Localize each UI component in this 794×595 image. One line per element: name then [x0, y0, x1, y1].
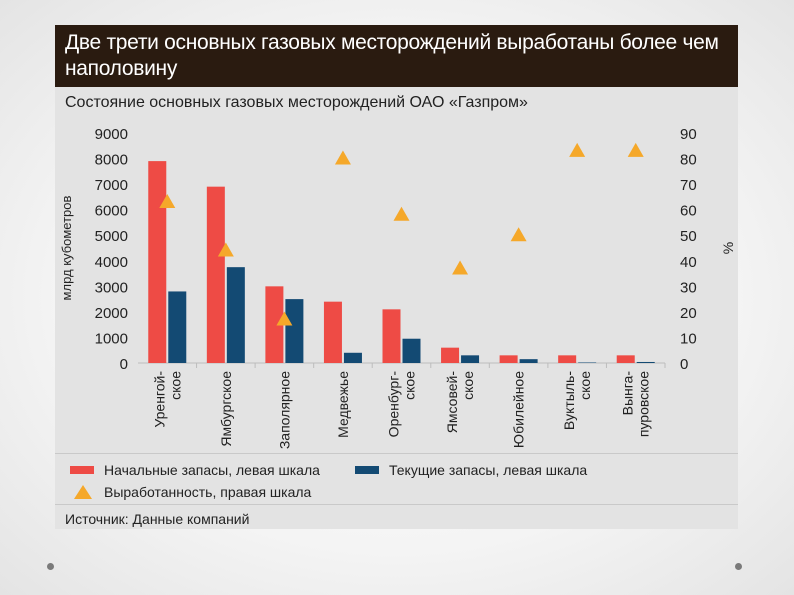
y2-tick-label: 20	[680, 305, 697, 322]
category-label-line: Вуктыль-	[561, 371, 577, 430]
y-tick-label: 5000	[95, 228, 128, 245]
category-label-line: ское	[167, 371, 183, 400]
y2-tick-label: 40	[680, 254, 697, 271]
chart: Состояние основных газовых месторождений…	[59, 94, 736, 449]
slide-dot-right	[735, 563, 742, 570]
bar-current	[519, 359, 538, 363]
y-tick-label: 4000	[95, 254, 128, 271]
category-label-line: Уренгой-	[151, 371, 167, 428]
bar-current	[343, 352, 362, 363]
y-tick-label: 0	[120, 356, 128, 373]
category-label-line: Медвежье	[335, 371, 351, 438]
category-label-line: Юбилейное	[511, 371, 527, 448]
y2-tick-label: 30	[680, 279, 697, 296]
y-tick-label: 7000	[95, 177, 128, 194]
legend-label-initial: Начальные запасы, левая шкала	[104, 462, 320, 478]
depletion-marker	[627, 142, 644, 157]
bar-current	[285, 299, 304, 363]
y-tick-label: 3000	[95, 279, 128, 296]
y2-tick-label: 10	[680, 330, 697, 347]
source-note: Источник: Данные компаний	[65, 511, 250, 527]
legend-swatch-initial	[70, 466, 94, 474]
category-label: Ямбургское	[218, 371, 234, 447]
bar-current	[402, 338, 421, 363]
y2-tick-label: 70	[680, 177, 697, 194]
bar-current	[168, 291, 187, 363]
legend-item-current: Текущие запасы, левая шкала	[355, 462, 587, 478]
legend-triangle-icon	[74, 485, 92, 499]
y2-tick-label: 90	[680, 126, 697, 143]
y-tick-label: 6000	[95, 203, 128, 220]
y2-tick-label: 60	[680, 203, 697, 220]
legend-item-depletion: Выработанность, правая шкала	[70, 484, 311, 500]
depletion-marker	[393, 206, 410, 221]
chart-title: Состояние основных газовых месторождений…	[65, 94, 528, 111]
category-label: Юбилейное	[511, 371, 527, 448]
bar-initial	[499, 355, 518, 363]
y2-tick-label: 0	[680, 356, 688, 373]
category-label-line: Оренбург-	[386, 371, 402, 438]
legend-item-initial: Начальные запасы, левая шкала	[70, 462, 320, 478]
category-label: Ямсовей-ское	[444, 371, 476, 434]
bar-current	[636, 361, 655, 363]
legend-label-current: Текущие запасы, левая шкала	[389, 462, 588, 478]
depletion-marker	[217, 242, 234, 257]
bar-current	[461, 355, 480, 363]
legend: Начальные запасы, левая шкала Текущие за…	[55, 453, 738, 505]
y2-tick-label: 50	[680, 228, 697, 245]
category-label-line: Ямбургское	[218, 371, 234, 447]
y-tick-label: 9000	[95, 126, 128, 143]
slide-dot-left	[47, 563, 54, 570]
category-label-line: Вынга-	[620, 371, 636, 416]
bar-initial	[206, 186, 225, 363]
chart-panel: Две трети основных газовых месторождений…	[55, 25, 738, 529]
bar-current	[578, 362, 597, 363]
depletion-marker	[569, 142, 586, 157]
slide-title: Две трети основных газовых месторождений…	[55, 25, 738, 87]
category-label-line: пуровское	[636, 371, 652, 437]
depletion-marker	[452, 260, 469, 275]
category-label: Вынга-пуровское	[620, 371, 652, 437]
bar-initial	[441, 347, 460, 363]
legend-label-depletion: Выработанность, правая шкала	[104, 484, 312, 500]
bar-initial	[323, 301, 342, 363]
bar-initial	[265, 286, 284, 363]
category-label: Вуктыль-ское	[561, 371, 593, 430]
bar-initial	[616, 355, 635, 363]
category-label-line: Заполярное	[276, 371, 292, 449]
bar-current	[226, 267, 245, 363]
legend-swatch-current	[355, 466, 379, 474]
y-tick-label: 1000	[95, 330, 128, 347]
depletion-marker	[276, 311, 293, 326]
category-label-line: ское	[402, 371, 418, 400]
category-label: Оренбург-ское	[386, 371, 418, 438]
category-label: Медвежье	[335, 371, 351, 438]
bar-initial	[558, 355, 577, 363]
y-axis-label: млрд кубометров	[59, 195, 74, 300]
y2-tick-label: 80	[680, 152, 697, 169]
y2-axis-label: %	[720, 242, 736, 254]
category-label: Заполярное	[276, 371, 292, 449]
y-tick-label: 8000	[95, 152, 128, 169]
y-tick-label: 2000	[95, 305, 128, 322]
bar-initial	[382, 309, 401, 363]
category-label: Уренгой-ское	[151, 371, 183, 428]
bar-initial	[148, 161, 167, 363]
depletion-marker	[510, 227, 527, 242]
depletion-marker	[334, 150, 351, 165]
category-label-line: ское	[460, 371, 476, 400]
category-label-line: Ямсовей-	[444, 371, 460, 434]
depletion-marker	[159, 194, 176, 208]
category-label-line: ское	[577, 371, 593, 400]
